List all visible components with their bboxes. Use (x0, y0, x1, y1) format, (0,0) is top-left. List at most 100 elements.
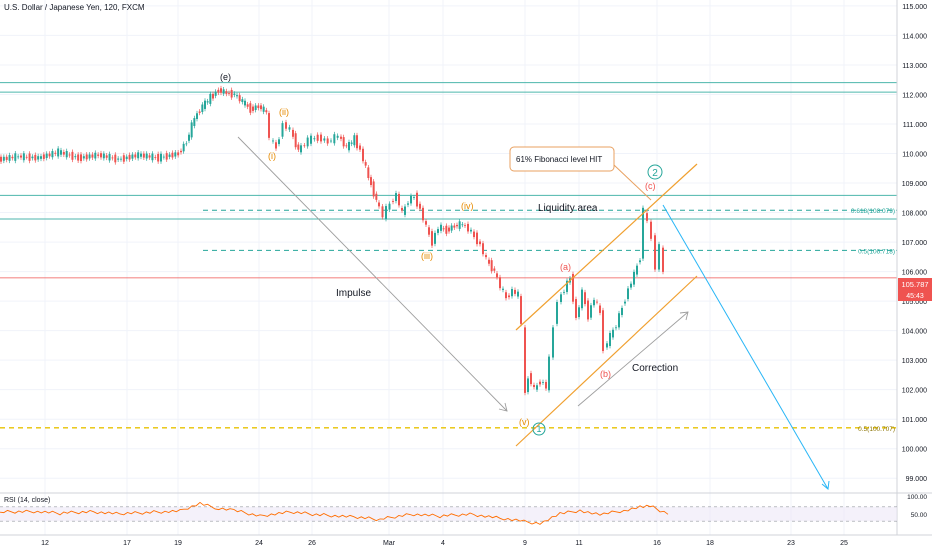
candle-body (120, 158, 122, 160)
time-axis[interactable]: 12 17 19 24 26 Mar 4 9 11 16 18 23 25 (41, 540, 848, 547)
wave-label-b: (b) (600, 369, 611, 379)
candle-body (353, 135, 356, 146)
candle-body (157, 153, 160, 162)
candle-body (244, 100, 246, 106)
candle-body (278, 139, 280, 145)
symbol-title[interactable]: U.S. Dollar / Japanese Yen, 120, FXCM (4, 3, 145, 12)
fibonacci-labels: 0.618(108.079) 0.5(106.718) 0.5(100.707) (851, 208, 895, 433)
candle-body (633, 271, 635, 285)
candle-body (54, 152, 57, 154)
candle-body (367, 167, 370, 179)
candle-body (51, 151, 54, 158)
candle-body (48, 153, 51, 157)
candle-body (193, 118, 196, 126)
candle-body (642, 207, 644, 259)
candle-body (560, 294, 562, 302)
projection-arrow-line[interactable] (662, 204, 829, 490)
correction-label: Correction (632, 363, 678, 374)
candle-body (5, 156, 8, 160)
candle-body (142, 153, 145, 158)
candle-body (122, 155, 125, 162)
candle-body (85, 154, 88, 160)
candle-body (182, 143, 185, 152)
rsi-tick-label: 100.00 (907, 494, 927, 501)
candle-body (252, 106, 254, 111)
candle-body (88, 154, 91, 159)
candle-body (62, 151, 65, 155)
candle-body (448, 227, 450, 232)
candle-body (624, 301, 626, 304)
candle-body (25, 156, 28, 158)
candle-body (177, 152, 180, 156)
correction-arrow-line[interactable] (577, 311, 689, 407)
candle-body (482, 243, 484, 255)
candle-body (114, 154, 117, 163)
candle-body (320, 134, 322, 142)
candle-body (323, 138, 326, 141)
candle-body (348, 141, 350, 151)
candle-body (134, 154, 137, 158)
price-tick-label: 103.000 (902, 358, 927, 365)
candle-body (612, 329, 614, 338)
price-tick-label: 108.000 (902, 211, 927, 218)
rsi-pane[interactable]: 100.00 50.00 (0, 494, 927, 525)
candle-body (220, 88, 222, 93)
candle-body (168, 154, 171, 157)
candle-body (260, 105, 262, 110)
candle-body (410, 195, 412, 204)
impulse-arrow-line[interactable] (237, 136, 508, 412)
candle-body (401, 207, 403, 211)
candle-body (108, 153, 111, 161)
candle-body (268, 113, 270, 138)
candle-body (105, 155, 108, 158)
candle-body (288, 127, 291, 130)
candle-body (442, 228, 445, 230)
fib-hit-callout-box[interactable] (509, 146, 615, 172)
candle-body (545, 382, 547, 389)
candle-body (618, 313, 620, 328)
candle-body (527, 378, 529, 393)
candle-body (154, 157, 157, 158)
candle-body (419, 203, 421, 209)
candle-body (310, 135, 312, 144)
candle-body (548, 356, 550, 391)
candle-body (80, 154, 82, 162)
candle-body (148, 155, 151, 158)
candle-body (140, 153, 142, 157)
candle-body (378, 202, 380, 207)
candle-body (165, 153, 168, 160)
candle-body (196, 113, 198, 119)
candle-body (450, 225, 453, 231)
candle-body (590, 305, 592, 318)
candle-body (57, 148, 60, 157)
time-tick-label: 17 (123, 540, 131, 547)
candle-body (254, 105, 257, 111)
candle-body (313, 138, 316, 140)
candle-body (8, 155, 11, 161)
candle-body (204, 100, 206, 109)
rsi-title[interactable]: RSI (14, close) (4, 497, 51, 504)
candle-body (111, 157, 114, 159)
candle-body (578, 307, 580, 318)
candle-body (470, 229, 472, 232)
candle-body (593, 299, 595, 306)
candle-body (45, 153, 48, 159)
grid-lines (0, 0, 897, 535)
candle-body (330, 140, 332, 142)
price-axis[interactable]: 115.000 114.000 113.000 112.000 111.000 110.0… (902, 4, 927, 483)
candle-body (609, 332, 611, 346)
fib-label: 0.618(108.079) (851, 208, 895, 215)
candle-body (336, 135, 339, 138)
price-tick-label: 112.000 (902, 92, 927, 99)
candle-body (333, 134, 336, 144)
candle-body (345, 145, 348, 147)
candle-body (458, 221, 461, 229)
candle-body (485, 255, 487, 258)
candle-body (388, 203, 391, 210)
channel-lower-line[interactable] (515, 275, 698, 447)
candle-body (265, 110, 268, 113)
channel-upper-line[interactable] (515, 163, 698, 331)
candle-body (356, 135, 358, 149)
